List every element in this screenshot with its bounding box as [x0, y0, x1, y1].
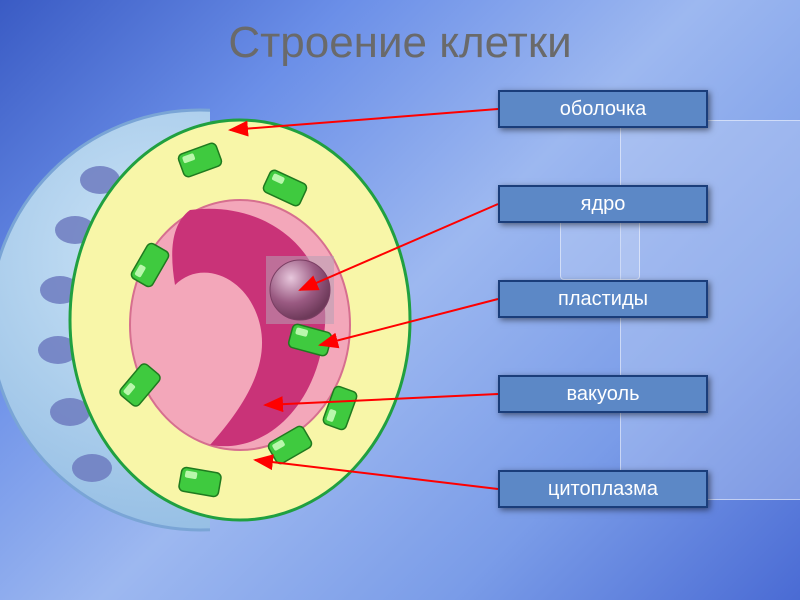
pointer-lines [230, 109, 498, 489]
cytoplasm [70, 120, 410, 520]
cell-outer-sphere [0, 110, 410, 530]
plastids-group [118, 142, 358, 497]
label-nucleus: ядро [498, 185, 708, 223]
vacuole-body [130, 200, 350, 450]
label-vacuole: вакуоль [498, 375, 708, 413]
nucleus-box [266, 256, 334, 324]
label-membrane: оболочка [498, 90, 708, 128]
label-cytoplasm: цитоплазма [498, 470, 708, 508]
vacuole-cut [172, 209, 325, 446]
outer-spots [38, 166, 120, 482]
label-plastids: пластиды [498, 280, 708, 318]
page-title: Строение клетки [0, 18, 800, 68]
nucleus-sphere [270, 260, 330, 320]
